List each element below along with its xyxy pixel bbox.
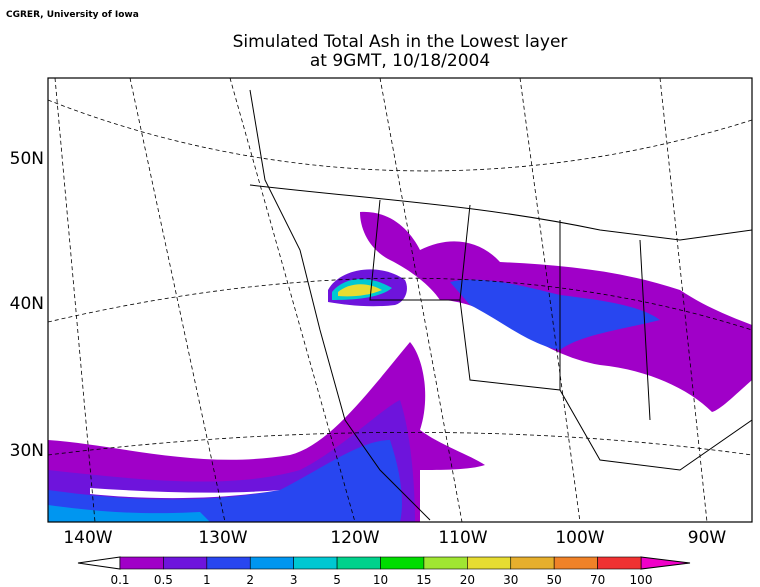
- color-box: [423, 556, 468, 570]
- lon-labels: 140W 130W 120W 110W 100W 90W: [63, 528, 726, 548]
- lat-label: 40N: [10, 294, 44, 314]
- ash-plume: [48, 440, 402, 522]
- lat-label: 30N: [10, 441, 44, 461]
- ash-plume: [450, 279, 660, 350]
- color-box: [206, 556, 251, 570]
- lon-label: 90W: [688, 528, 727, 548]
- colorbar: 0.1 0.5 1 2 3 5 10 15 20 30 50 70 100: [77, 556, 691, 587]
- map-frame: [47, 77, 753, 523]
- title: Simulated Total Ash in the Lowest layer: [233, 32, 568, 52]
- lon-label: 100W: [555, 528, 604, 548]
- colorbar-label: 30: [503, 573, 518, 587]
- credit: CGRER, University of Iowa: [6, 10, 139, 20]
- colorbar-label: 15: [416, 573, 431, 587]
- color-box: [163, 556, 208, 570]
- plume-gap: [90, 488, 280, 499]
- color-box: [336, 556, 381, 570]
- color-box: [249, 556, 294, 570]
- color-box: [597, 556, 642, 570]
- color-box: [510, 556, 555, 570]
- map-area: [48, 78, 752, 522]
- colorbar-label: 5: [333, 573, 341, 587]
- borders: [249, 89, 752, 521]
- colorbar-label: 10: [373, 573, 388, 587]
- color-box: [467, 556, 512, 570]
- colorbar-label: 1: [203, 573, 211, 587]
- color-box: [553, 556, 598, 570]
- lon-label: 120W: [330, 528, 379, 548]
- color-box: [119, 556, 164, 570]
- colorbar-label: 2: [246, 573, 254, 587]
- color-box: [293, 556, 338, 570]
- colorbar-label: 50: [547, 573, 562, 587]
- ash-plume: [48, 505, 210, 522]
- lon-label: 110W: [438, 528, 487, 548]
- colorbar-label: 70: [590, 573, 605, 587]
- colorbar-label: 0.5: [154, 573, 173, 587]
- colorbar-label: 20: [460, 573, 475, 587]
- lat-labels: 50N 40N 30N: [10, 149, 44, 461]
- colorbar-label: 100: [630, 573, 653, 587]
- colorbar-label: 0.1: [110, 573, 129, 587]
- colorbar-label: 3: [290, 573, 298, 587]
- lat-label: 50N: [10, 149, 44, 169]
- lon-label: 130W: [198, 528, 247, 548]
- color-box: [380, 556, 425, 570]
- colorbar-over: [640, 556, 691, 570]
- lon-label: 140W: [63, 528, 112, 548]
- subtitle: at 9GMT, 10/18/2004: [310, 51, 490, 71]
- colorbar-under: [77, 556, 121, 570]
